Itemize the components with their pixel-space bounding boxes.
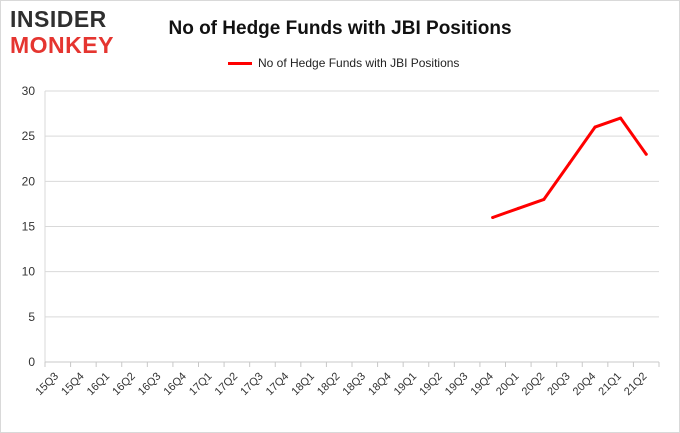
data-point [516, 206, 520, 210]
x-tick-label: 18Q4 [366, 370, 394, 398]
x-tick-label: 18Q1 [289, 370, 317, 398]
x-tick-label: 16Q2 [110, 370, 138, 398]
data-point [567, 161, 571, 165]
x-tick-label: 16Q1 [85, 370, 113, 398]
data-point [644, 152, 648, 156]
x-tick-label: 15Q4 [59, 370, 87, 398]
x-tick-label: 17Q4 [264, 370, 292, 398]
x-tick-label: 21Q2 [622, 370, 650, 398]
x-tick-label: 20Q2 [520, 370, 548, 398]
x-tick-label: 19Q3 [443, 370, 471, 398]
x-tick-label: 16Q4 [161, 370, 189, 398]
y-tick-label: 25 [22, 129, 36, 143]
x-tick-label: 20Q1 [494, 370, 522, 398]
legend-label: No of Hedge Funds with JBI Positions [258, 56, 460, 70]
x-tick-label: 19Q4 [468, 370, 496, 398]
x-tick-label: 17Q2 [213, 370, 241, 398]
x-tick-label: 20Q4 [571, 370, 599, 398]
legend-swatch [228, 61, 252, 65]
chart-title: No of Hedge Funds with JBI Positions [168, 18, 512, 39]
logo-line-1: INSIDER [10, 6, 107, 32]
x-tick-label: 17Q3 [238, 370, 266, 398]
y-tick-label: 15 [22, 220, 36, 234]
insider-monkey-logo: INSIDER MONKEY [10, 6, 130, 58]
y-tick-label: 10 [22, 265, 36, 279]
x-tick-label: 18Q2 [315, 370, 343, 398]
y-tick-label: 30 [22, 84, 36, 98]
x-tick-label: 19Q2 [417, 370, 445, 398]
data-point [542, 197, 546, 201]
x-tick-label: 16Q3 [136, 370, 164, 398]
x-tick-label: 17Q1 [187, 370, 215, 398]
series-line [491, 116, 648, 219]
data-point [491, 215, 495, 219]
y-tick-label: 0 [28, 355, 35, 369]
data-point [619, 116, 623, 120]
y-tick-label: 5 [28, 310, 35, 324]
x-tick-label: 15Q3 [34, 370, 62, 398]
x-tick-label: 20Q3 [545, 370, 573, 398]
y-tick-label: 20 [22, 174, 36, 188]
x-tick-label: 18Q3 [341, 370, 369, 398]
x-tick-label: 19Q1 [392, 370, 420, 398]
logo-line-2: MONKEY [10, 32, 114, 58]
data-point [593, 125, 597, 129]
chart-legend: No of Hedge Funds with JBI Positions [228, 55, 459, 71]
x-tick-label: 21Q1 [596, 370, 624, 398]
